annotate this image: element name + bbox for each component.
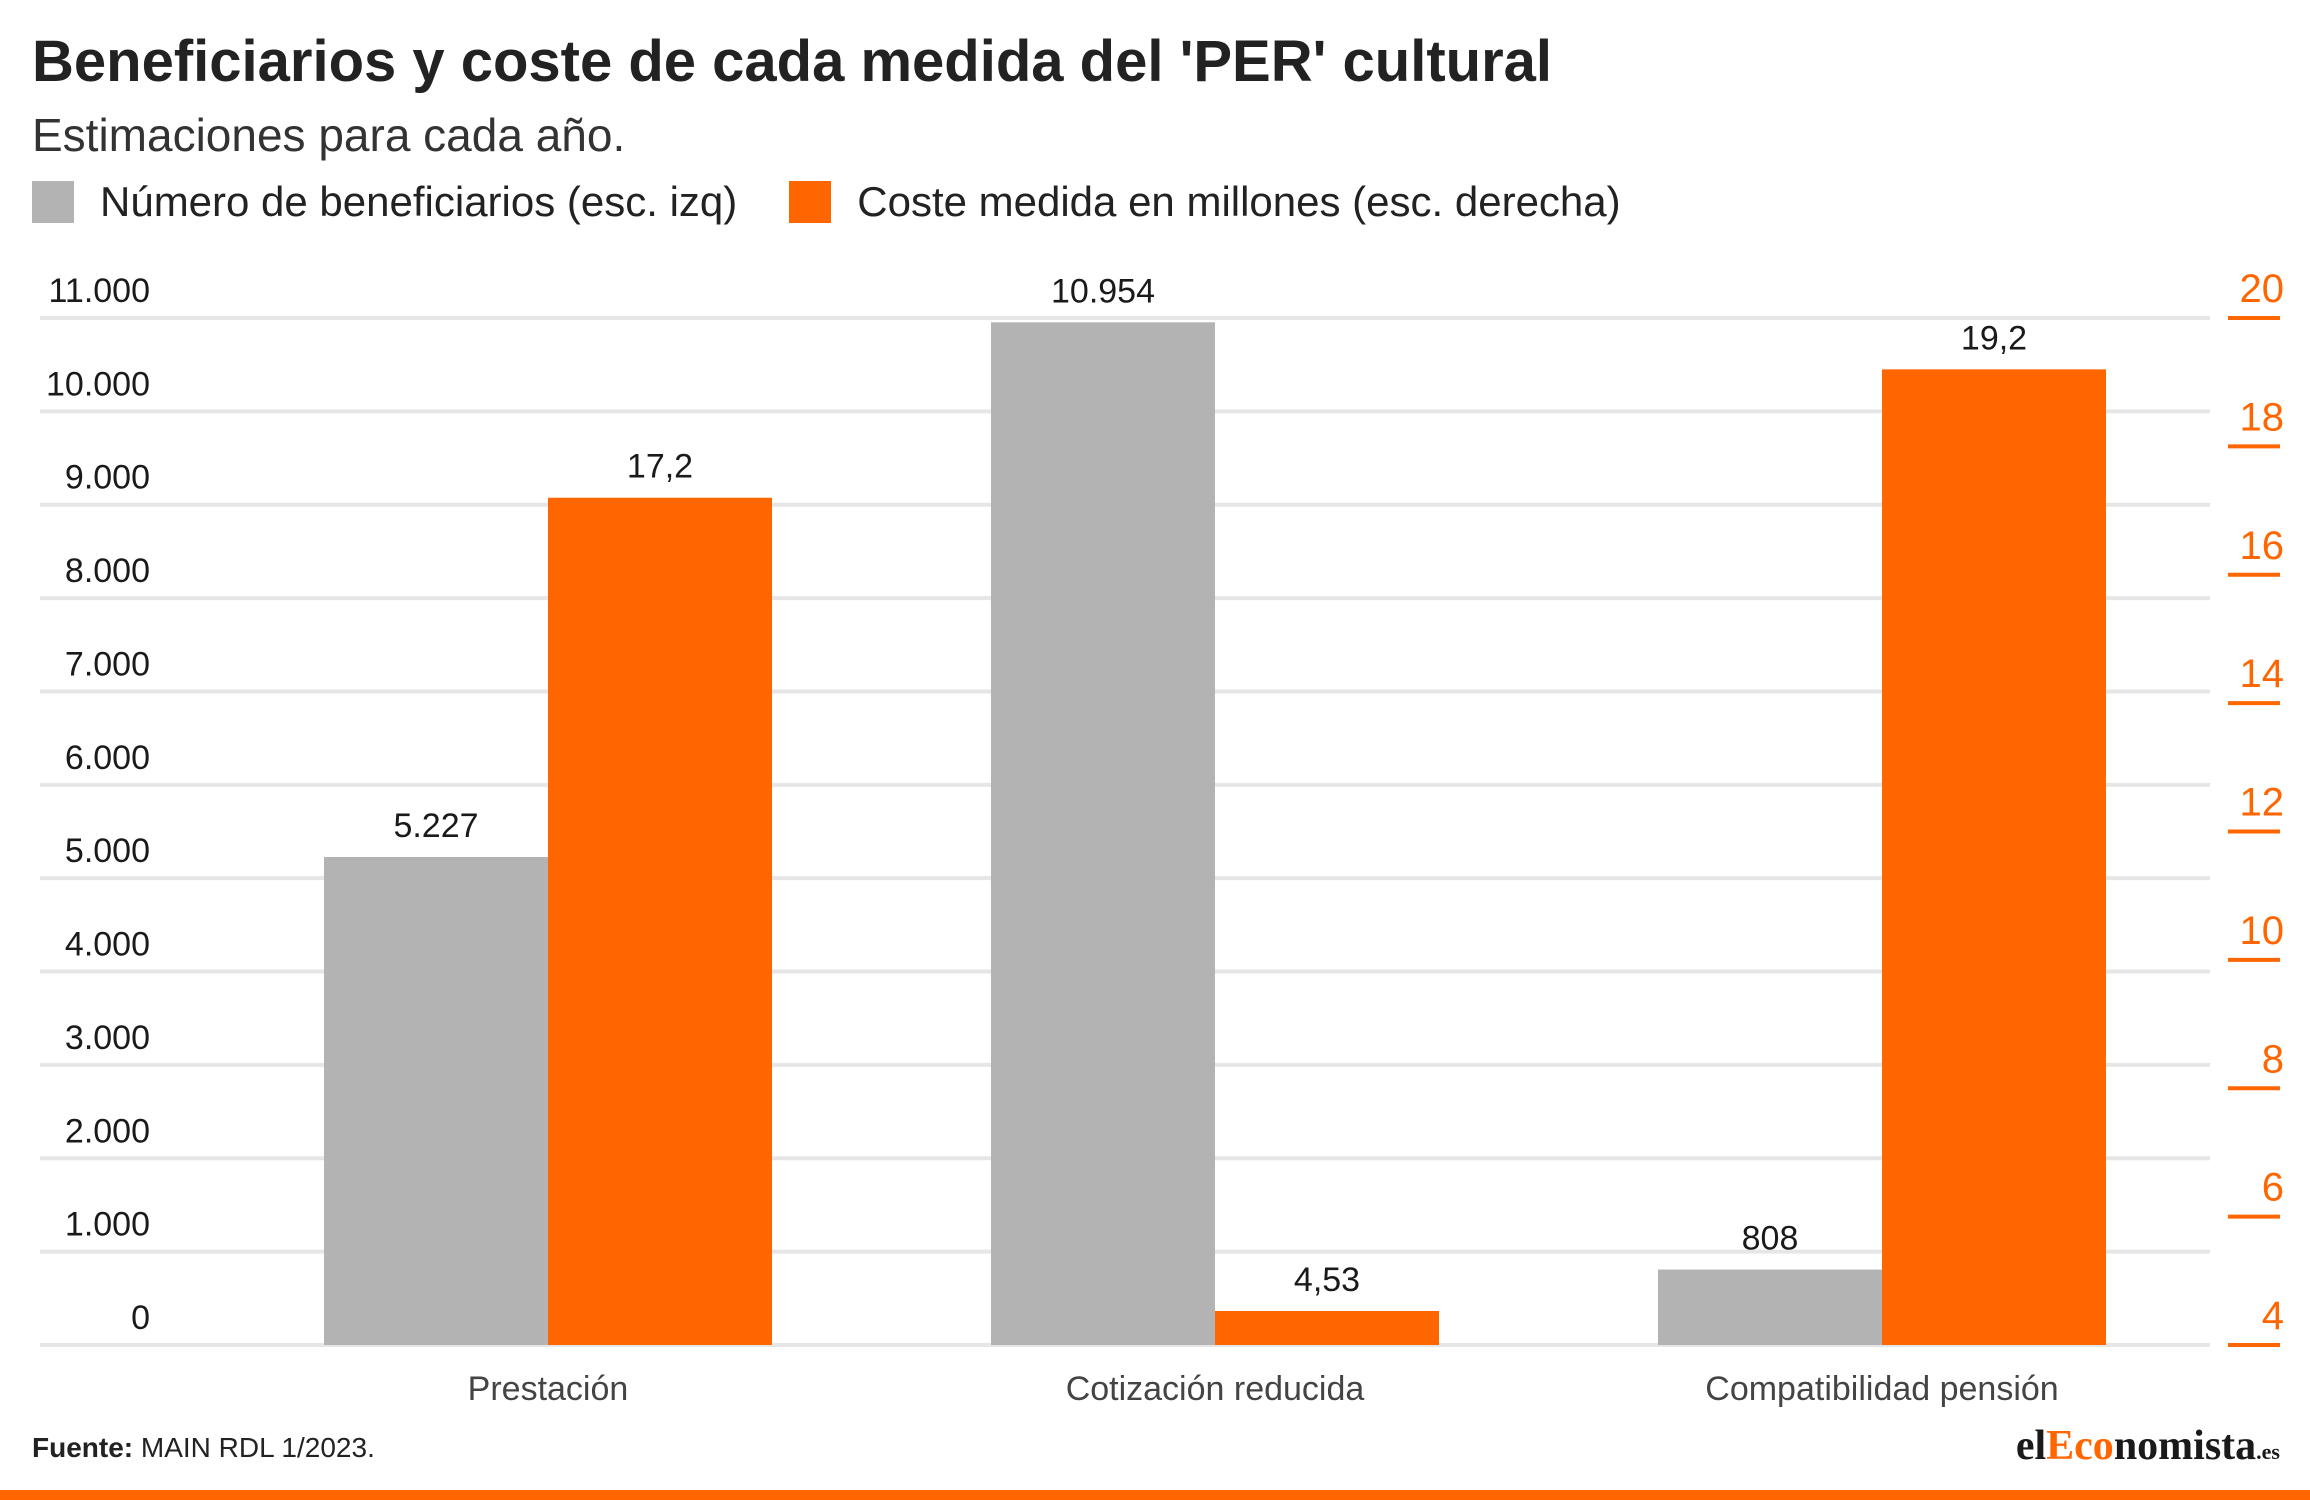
source-note: Fuente: MAIN RDL 1/2023. [32,1432,375,1464]
legend-label-coste: Coste medida en millones (esc. derecha) [857,178,1621,225]
category-label: Compatibilidad pensión [1705,1370,2058,1408]
right-tick-label: 8 [2262,1037,2284,1081]
legend-label-beneficiarios: Número de beneficiarios (esc. izq) [100,178,738,225]
chart-subtitle: Estimaciones para cada año. [32,109,626,161]
bar-coste [1882,369,2106,1346]
category-label: Cotización reducida [1066,1370,1365,1408]
right-tick-label: 4 [2262,1294,2284,1338]
left-tick-label: 1.000 [65,1206,150,1244]
data-label: 808 [1742,1220,1799,1258]
bar-coste [1215,1310,1439,1345]
source-label: Fuente: [32,1432,134,1463]
bar-beneficiarios [1658,1269,1882,1345]
legend-swatch-coste [789,181,832,223]
bar-beneficiarios [991,322,1215,1345]
left-tick-label: 6.000 [65,739,150,777]
bar-coste [548,497,772,1346]
data-label: 5.227 [393,807,478,845]
logo-suffix: nomista [2113,1423,2257,1469]
chart-legend: Número de beneficiarios (esc. izq) Coste… [32,178,1673,226]
logo-tld: .es [2256,1439,2280,1464]
left-tick-label: 5.000 [65,832,150,870]
bottom-accent-bar [0,1490,2310,1500]
left-axis: 0 1.000 2.000 3.000 4.000 5.000 6.000 7.000 8.00… [46,272,150,1337]
left-tick-label: 3.000 [65,1019,150,1057]
data-label: 19,2 [1961,319,2027,357]
bar-chart: 0 1.000 2.000 3.000 4.000 5.000 6.000 7.000 8.00… [40,267,2285,1408]
logo-accent: Eco [2046,1423,2114,1469]
right-tick-label: 6 [2262,1166,2284,1210]
eleconomista-logo: elEconomista.es [2016,1422,2280,1470]
logo-prefix: el [2015,1423,2047,1469]
left-tick-label: 7.000 [65,645,150,683]
right-tick-label: 14 [2240,652,2285,696]
left-tick-label: 4.000 [65,926,150,964]
data-label: 17,2 [627,448,693,486]
right-tick-label: 16 [2240,524,2285,568]
left-tick-label: 9.000 [65,459,150,497]
legend-item-coste: Coste medida en millones (esc. derecha) [789,178,1621,226]
left-tick-label: 10.000 [46,365,150,403]
legend-swatch-beneficiarios [32,181,74,223]
left-tick-label: 0 [131,1299,150,1337]
legend-item-beneficiarios: Número de beneficiarios (esc. izq) [32,178,737,226]
data-label: 10.954 [1051,272,1155,310]
left-tick-label: 2.000 [65,1112,150,1150]
bar-beneficiarios [324,856,548,1345]
right-axis: 4 6 8 10 12 14 16 18 20 [2228,267,2285,1347]
right-tick-label: 12 [2240,781,2285,825]
source-text: MAIN RDL 1/2023. [140,1432,375,1463]
right-tick-label: 10 [2240,909,2285,953]
right-tick-label: 20 [2240,267,2285,311]
data-label: 4,53 [1294,1261,1360,1299]
left-tick-label: 11.000 [49,272,150,310]
x-axis: Prestación Cotización reducida Compatibili… [468,1370,2059,1408]
right-tick-label: 18 [2240,395,2285,439]
chart-title: Beneficiarios y coste de cada medida del… [32,29,1553,94]
bars [324,322,2106,1346]
data-labels: 5.227 17,2 10.954 4,53 808 19,2 [393,272,2027,1299]
category-label: Prestación [468,1370,629,1408]
left-tick-label: 8.000 [65,552,150,590]
